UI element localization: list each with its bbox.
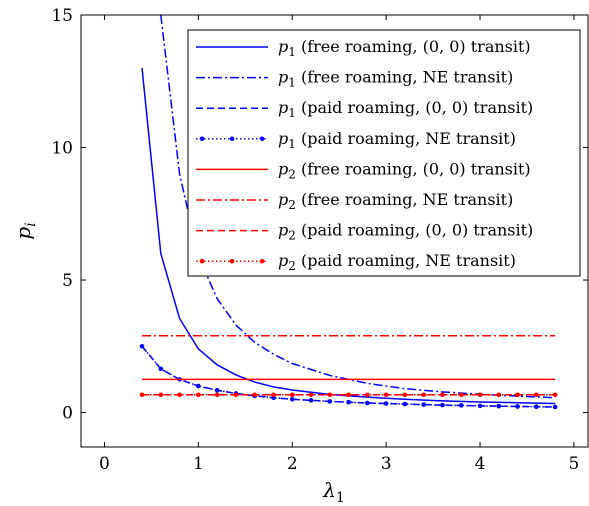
y-axis-label: pi	[11, 222, 39, 239]
series-8-point	[458, 392, 464, 398]
series-line-3	[141, 345, 556, 408]
series-4-point	[515, 404, 520, 409]
series-8-point	[139, 392, 145, 398]
series-4-point	[534, 404, 539, 410]
x-tick-label: 3	[381, 454, 392, 474]
y-tick-label: 10	[51, 139, 73, 159]
series-4-point	[552, 404, 558, 410]
series-8-point	[271, 392, 276, 398]
legend-marker	[199, 258, 205, 264]
legend-entry-3: p1 (paid roaming, (0, 0) transit)	[278, 98, 533, 120]
y-tick-label: 15	[51, 6, 73, 26]
series-4-point	[383, 401, 389, 406]
x-tick-label: 0	[99, 454, 110, 474]
series-8-point	[534, 392, 539, 398]
legend-marker	[259, 136, 265, 142]
series-8-point	[440, 392, 445, 398]
series-8-point	[496, 392, 502, 398]
series-8-point	[214, 392, 220, 398]
series-4-point	[327, 399, 333, 404]
series-8-point	[289, 392, 295, 398]
legend-marker	[259, 258, 265, 264]
y-tick-label: 5	[62, 271, 73, 291]
series-4-point	[158, 366, 164, 372]
series-8-point	[177, 392, 182, 398]
plot-frame	[80, 14, 589, 448]
series-4-point	[346, 399, 351, 405]
legend-entry-7: p2 (paid roaming, (0, 0) transit)	[278, 221, 533, 243]
y-tick-label: 0	[62, 404, 73, 424]
series-4-point	[139, 343, 145, 349]
series-8-point	[552, 392, 558, 398]
series-8-point	[252, 392, 257, 398]
series-8-point	[421, 392, 426, 398]
series-4-point	[496, 403, 502, 409]
legend-entry-2: p1 (free roaming, NE transit)	[278, 68, 513, 90]
series-8-point	[346, 392, 351, 398]
legend-entry-1: p1 (free roaming, (0, 0) transit)	[278, 37, 531, 59]
series-8-point	[402, 392, 408, 398]
x-tick-label: 1	[193, 454, 204, 474]
series-line-1	[141, 67, 556, 405]
series-4-point	[458, 403, 464, 408]
legend-box	[187, 29, 581, 277]
legend-entry-6: p2 (free roaming, NE transit)	[278, 190, 513, 212]
series-line-4	[141, 345, 556, 408]
series-4-point	[365, 400, 370, 406]
legend: p1 (free roaming, (0, 0) transit) p1 (fre…	[187, 29, 581, 277]
legend-entry-8: p2 (paid roaming, NE transit)	[278, 251, 516, 273]
legend-marker	[199, 136, 205, 142]
legend-marker	[229, 136, 235, 142]
series-4-point	[196, 383, 201, 389]
x-tick-label: 4	[475, 454, 486, 474]
series-4-point	[308, 398, 314, 403]
x-tick-label: 5	[569, 454, 580, 474]
series-4-point	[440, 402, 445, 408]
ticks-layer: 0 1 2 3 4 5 0 5 10 15	[51, 6, 588, 474]
series-8-point	[158, 392, 164, 398]
x-tick-label: 2	[287, 454, 298, 474]
series-8-point	[383, 392, 389, 398]
x-axis-label: λ1	[322, 478, 345, 506]
series-8-point	[515, 392, 520, 398]
series-4-point	[214, 387, 220, 393]
series-4-point	[289, 396, 295, 402]
legend-entry-4: p1 (paid roaming, NE transit)	[278, 129, 516, 151]
legend-entry-5: p2 (free roaming, (0, 0) transit)	[278, 159, 531, 181]
series-8-point	[308, 392, 314, 398]
series-8-point	[196, 392, 201, 398]
series-4-point	[402, 401, 408, 407]
series-8-point	[477, 392, 483, 398]
series-8-point	[233, 392, 239, 398]
series-4-point	[477, 403, 483, 409]
legend-marker	[229, 258, 235, 264]
series-8-point	[327, 392, 333, 398]
series-8-point	[365, 392, 370, 398]
series-4-point	[421, 402, 426, 407]
